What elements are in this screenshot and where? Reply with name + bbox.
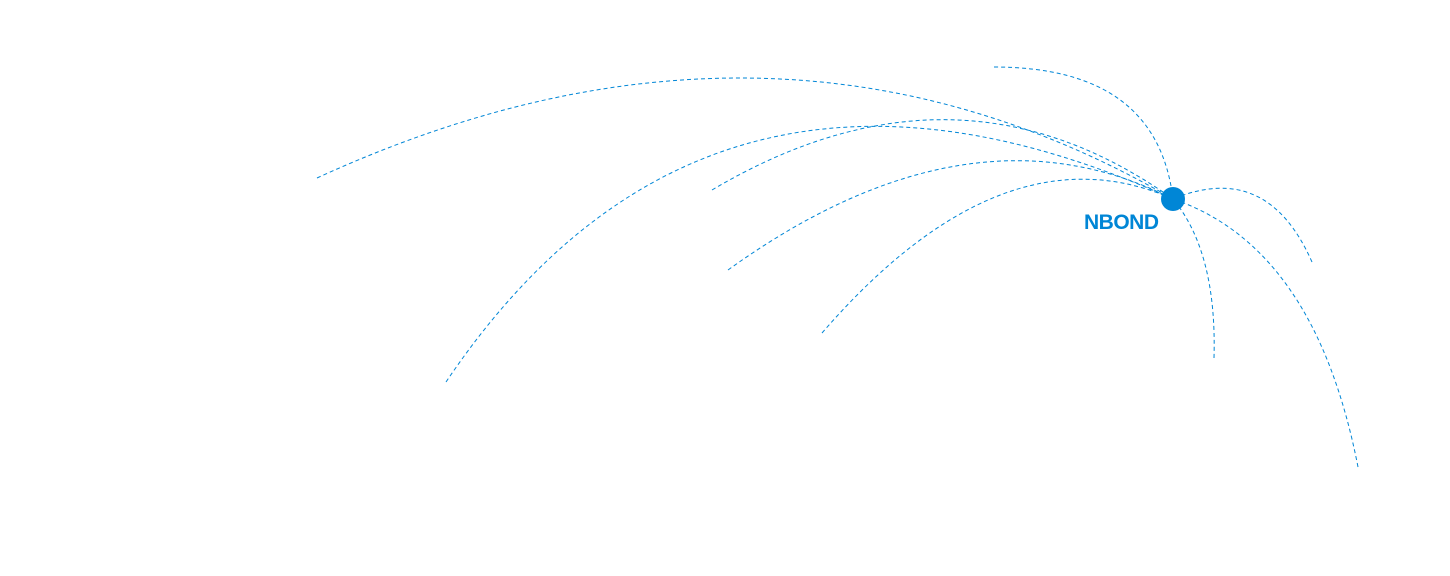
connection-arc-9 bbox=[1172, 198, 1359, 468]
connection-arc-2 bbox=[445, 125, 1174, 383]
connection-arc-3 bbox=[711, 119, 1174, 200]
hub-node bbox=[1161, 187, 1185, 211]
hub-label: NBOND bbox=[1084, 211, 1159, 234]
connection-arc-7 bbox=[1172, 187, 1313, 263]
connection-arc-4 bbox=[727, 160, 1174, 271]
connection-arc-6 bbox=[993, 66, 1174, 200]
connection-arc-5 bbox=[821, 178, 1174, 334]
connection-arc-1 bbox=[316, 77, 1174, 200]
connection-arc-8 bbox=[1172, 198, 1215, 359]
